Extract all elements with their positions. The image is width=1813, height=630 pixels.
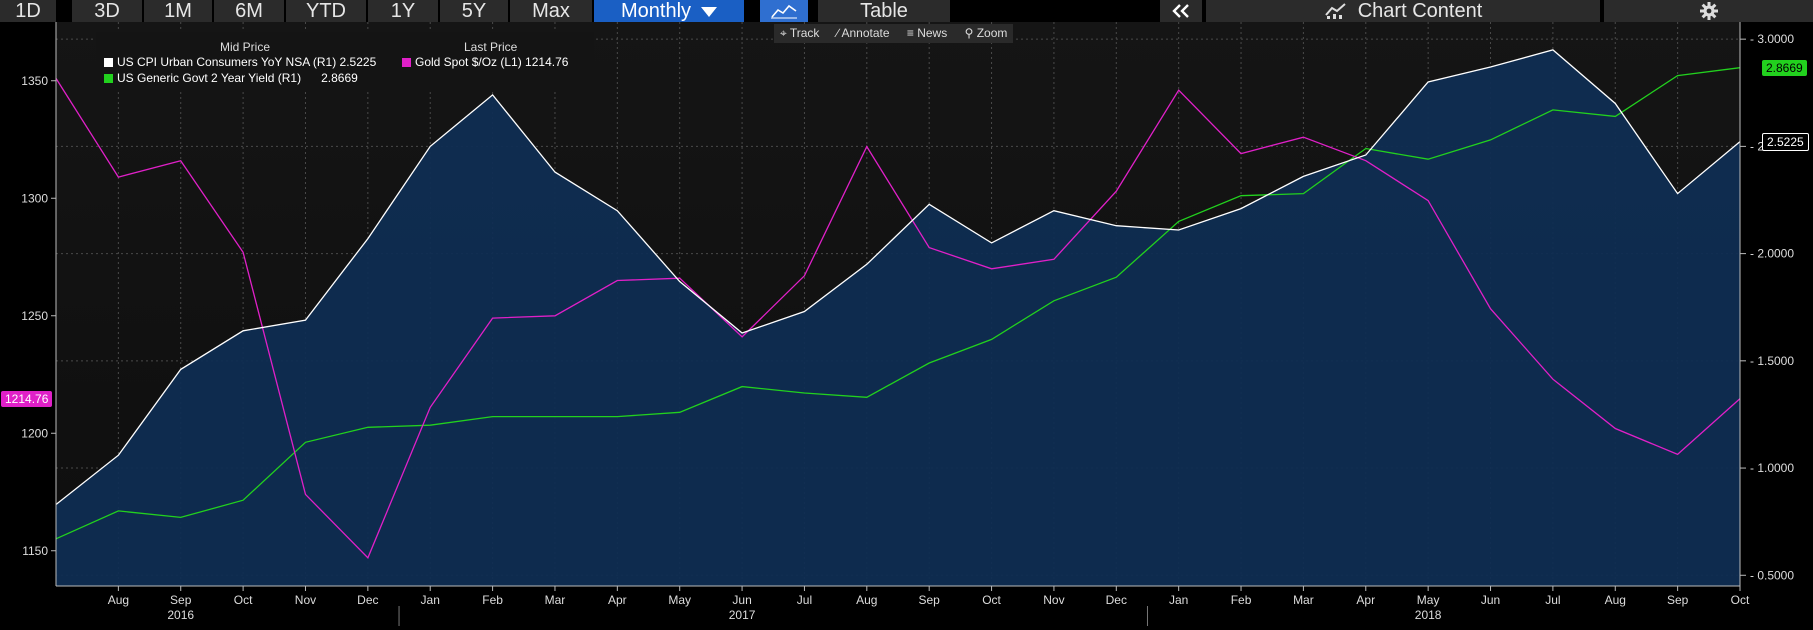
x-tick-label: Feb bbox=[1231, 593, 1252, 607]
x-tick-label: Dec bbox=[1106, 593, 1127, 607]
annotate-tool[interactable]: ∕ Annotate bbox=[836, 26, 890, 40]
legend-gold-entry[interactable]: Gold Spot $/Oz (L1) 1214.76 bbox=[402, 55, 568, 69]
x-tick-label: Nov bbox=[295, 593, 316, 607]
legend-yield-swatch bbox=[104, 74, 113, 83]
right-tick-label: - 1.0000 bbox=[1750, 461, 1794, 475]
x-tick-label: Jun bbox=[1481, 593, 1500, 607]
cpi-last-value-tag: 2.5225 bbox=[1762, 132, 1809, 151]
range-1d-button[interactable]: 1D bbox=[0, 0, 56, 22]
range-1m-button[interactable]: 1M bbox=[144, 0, 212, 22]
left-tick-label: 1300 bbox=[21, 191, 48, 205]
x-tick-label: May bbox=[1417, 593, 1440, 607]
legend-yield-value: 2.8669 bbox=[321, 71, 358, 85]
left-tick-label: 1350 bbox=[21, 74, 48, 88]
interval-label: Monthly bbox=[620, 0, 692, 22]
chart-legend: Mid Price Last Price US CPI Urban Consum… bbox=[96, 32, 594, 90]
x-tick-label: Sep bbox=[919, 593, 941, 607]
double-chevron-left-icon bbox=[1172, 4, 1189, 18]
year-label: 2016 bbox=[167, 608, 194, 622]
x-tick-label: Apr bbox=[1356, 593, 1375, 607]
right-tick-label: - 3.0000 bbox=[1750, 32, 1794, 46]
cpi-area-fill bbox=[56, 49, 1740, 586]
x-tick-label: May bbox=[668, 593, 691, 607]
range-3d-button[interactable]: 3D bbox=[72, 0, 142, 22]
x-tick-label: Jul bbox=[1545, 593, 1560, 607]
dropdown-caret-icon bbox=[701, 6, 718, 17]
annotate-label: Annotate bbox=[841, 26, 890, 40]
legend-yield-entry[interactable]: US Generic Govt 2 Year Yield (R1) 2.8669 bbox=[104, 71, 358, 85]
cpi-series-line bbox=[55, 49, 1741, 506]
legend-yield-label: US Generic Govt 2 Year Yield (R1) bbox=[117, 71, 302, 85]
chart-tools-bar: ⌖ Track ∕ Annotate ≡ News ⚲ Zoom bbox=[774, 24, 1014, 43]
range-max-button[interactable]: Max bbox=[510, 0, 592, 22]
interval-dropdown[interactable]: Monthly bbox=[594, 0, 744, 22]
legend-cpi-swatch bbox=[104, 58, 113, 67]
x-tick-label: Mar bbox=[1293, 593, 1314, 607]
x-tick-label: Sep bbox=[170, 593, 192, 607]
x-tick-label: Oct bbox=[982, 593, 1001, 607]
x-tick-label: Dec bbox=[357, 593, 378, 607]
zoom-tool[interactable]: ⚲ Zoom bbox=[964, 26, 1008, 40]
chart: Aug Sep Oct Nov Dec Jan Feb Mar Apr May Jun Jul Aug S… bbox=[21, 22, 1794, 626]
track-label: Track bbox=[789, 26, 820, 40]
x-tick-label: Jun bbox=[732, 593, 751, 607]
range-1y-button[interactable]: 1Y bbox=[368, 0, 438, 22]
chart-content-icon bbox=[1324, 3, 1346, 19]
x-tick-label: Apr bbox=[608, 593, 627, 607]
settings-button[interactable] bbox=[1604, 0, 1813, 22]
range-6m-button[interactable]: 6M bbox=[214, 0, 284, 22]
x-tick-label: Oct bbox=[234, 593, 253, 607]
chart-content-button[interactable]: Chart Content bbox=[1206, 0, 1600, 22]
left-tick-label: 1200 bbox=[21, 426, 48, 440]
yield-last-value-tag: 2.8669 bbox=[1762, 59, 1807, 76]
right-tick-label: - 1.5000 bbox=[1750, 354, 1794, 368]
news-tool[interactable]: ≡ News bbox=[906, 26, 948, 40]
x-tick-label: Oct bbox=[1731, 593, 1750, 607]
chart-content-label: Chart Content bbox=[1357, 0, 1483, 22]
range-5y-button[interactable]: 5Y bbox=[440, 0, 508, 22]
x-tick-label: Jul bbox=[797, 593, 812, 607]
right-tick-label: - 2.0000 bbox=[1750, 247, 1794, 261]
legend-mid-price-header: Mid Price bbox=[220, 40, 271, 54]
zoom-label: Zoom bbox=[976, 26, 1008, 40]
gold-last-value-tag: 1214.76 bbox=[1, 390, 53, 407]
track-tool[interactable]: ⌖ Track bbox=[780, 26, 820, 40]
x-tick-label: Mar bbox=[545, 593, 566, 607]
year-label: 2017 bbox=[729, 608, 756, 622]
x-tick-label: Nov bbox=[1043, 593, 1064, 607]
left-tick-label: 1150 bbox=[22, 544, 48, 558]
right-tick-label: - 0.5000 bbox=[1750, 568, 1794, 582]
yield-series-line bbox=[55, 67, 1741, 540]
line-chart-icon bbox=[771, 4, 797, 19]
line-chart-button[interactable] bbox=[760, 0, 808, 22]
toolbar: 1D 3D 1M 6M YTD 1Y 5Y Max Monthly Table … bbox=[0, 0, 1813, 22]
x-tick-label: Aug bbox=[1605, 593, 1626, 607]
legend-last-price-header: Last Price bbox=[464, 40, 518, 54]
x-tick-label: Jan bbox=[421, 593, 440, 607]
collapse-button[interactable] bbox=[1160, 0, 1202, 22]
year-label: 2018 bbox=[1415, 608, 1442, 622]
news-label: News bbox=[917, 26, 948, 40]
x-tick-label: Sep bbox=[1667, 593, 1689, 607]
legend-cpi-entry[interactable]: US CPI Urban Consumers YoY NSA (R1) 2.52… bbox=[104, 55, 376, 69]
legend-cpi-label: US CPI Urban Consumers YoY NSA (R1) 2.52… bbox=[117, 55, 377, 69]
x-tick-label: Jan bbox=[1169, 593, 1188, 607]
x-tick-label: Feb bbox=[482, 593, 503, 607]
range-ytd-button[interactable]: YTD bbox=[286, 0, 366, 22]
legend-gold-swatch bbox=[402, 58, 411, 67]
table-button[interactable]: Table bbox=[818, 0, 950, 22]
legend-gold-label: Gold Spot $/Oz (L1) 1214.76 bbox=[415, 55, 569, 69]
x-tick-label: Aug bbox=[108, 593, 129, 607]
left-tick-label: 1250 bbox=[21, 309, 48, 323]
gear-icon bbox=[1699, 2, 1718, 20]
x-tick-label: Aug bbox=[856, 593, 877, 607]
gold-series-line bbox=[55, 78, 1741, 559]
